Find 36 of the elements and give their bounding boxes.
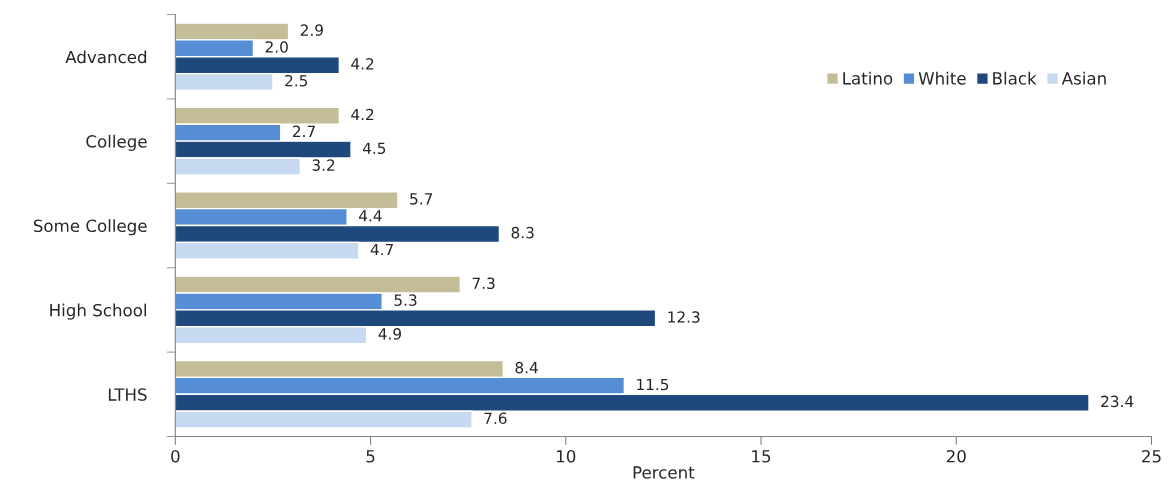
data-label: 12.3: [668, 311, 700, 323]
y-tick-label: LTHS: [108, 388, 147, 401]
x-tick-label: 20: [946, 449, 966, 463]
data-label: 7.3: [472, 277, 495, 290]
x-tick-label: 5: [366, 450, 375, 463]
data-label: 4.4: [359, 210, 382, 222]
x-tick-label: 0: [171, 449, 180, 463]
data-label: 4.9: [378, 328, 401, 340]
data-label: 11.5: [637, 378, 669, 391]
legend-label: Black: [993, 71, 1037, 85]
y-tick-label: Some College: [33, 219, 147, 236]
y-tick-label: Advanced: [65, 50, 147, 64]
data-label: 4.2: [351, 58, 374, 70]
data-label: 8.3: [511, 226, 534, 239]
x-tick-label: 15: [752, 450, 771, 463]
data-label: 23.4: [1101, 395, 1134, 408]
y-tick-label: High School: [50, 303, 147, 320]
data-label: 3.2: [312, 159, 335, 171]
data-label: 4.5: [362, 142, 386, 155]
data-label: 2.0: [265, 41, 288, 53]
data-label: 4.2: [351, 108, 374, 121]
x-axis-title: Percent: [633, 466, 695, 479]
legend-label: White: [918, 71, 966, 85]
data-label: 4.7: [370, 243, 393, 256]
data-label: 2.9: [300, 24, 323, 36]
legend-label: Asian: [1061, 71, 1106, 85]
data-label: 7.6: [484, 412, 507, 425]
y-tick-label: College: [86, 134, 147, 151]
data-label: 5.3: [394, 294, 417, 306]
data-label: 8.4: [515, 361, 538, 374]
data-label: 2.5: [285, 74, 308, 87]
data-label: 2.7: [293, 125, 315, 137]
x-tick-label: 25: [1142, 449, 1161, 463]
legend-label: Latino: [843, 71, 893, 85]
data-label: 5.7: [410, 193, 433, 205]
x-tick-label: 10: [557, 449, 576, 463]
